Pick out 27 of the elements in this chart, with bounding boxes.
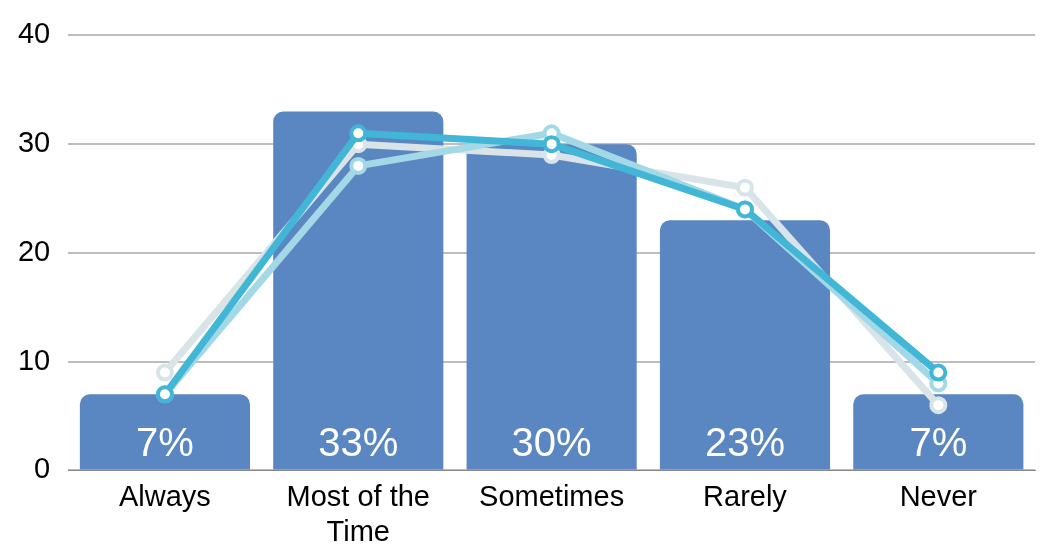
y-tick-label: 0 [34, 452, 51, 485]
bar [466, 144, 637, 470]
y-tick-label: 40 [17, 17, 51, 50]
x-tick-label: Always [119, 479, 211, 512]
data-label: 30% [511, 420, 592, 465]
x-tick-label: Rarely [703, 479, 788, 512]
data-label: 7% [909, 420, 968, 465]
bar [79, 394, 251, 470]
bar [659, 220, 831, 470]
point [735, 178, 754, 197]
point [929, 363, 948, 382]
bar [853, 394, 1024, 470]
x-tick-label: Most of the Time [286, 479, 431, 547]
point [155, 363, 174, 382]
y-tick-label: 30 [17, 126, 51, 159]
data-label: 23% [704, 420, 786, 465]
y-tick-label: 10 [17, 343, 51, 376]
y-tick-label: 20 [17, 234, 51, 267]
data-label: 7% [136, 420, 194, 465]
x-tick-label: Never [899, 479, 978, 512]
bar [273, 111, 444, 470]
x-tick-label: Sometimes [479, 479, 625, 512]
point [349, 156, 368, 175]
point [542, 135, 561, 154]
data-label: 33% [318, 420, 399, 465]
point [349, 124, 368, 143]
point [929, 396, 948, 415]
